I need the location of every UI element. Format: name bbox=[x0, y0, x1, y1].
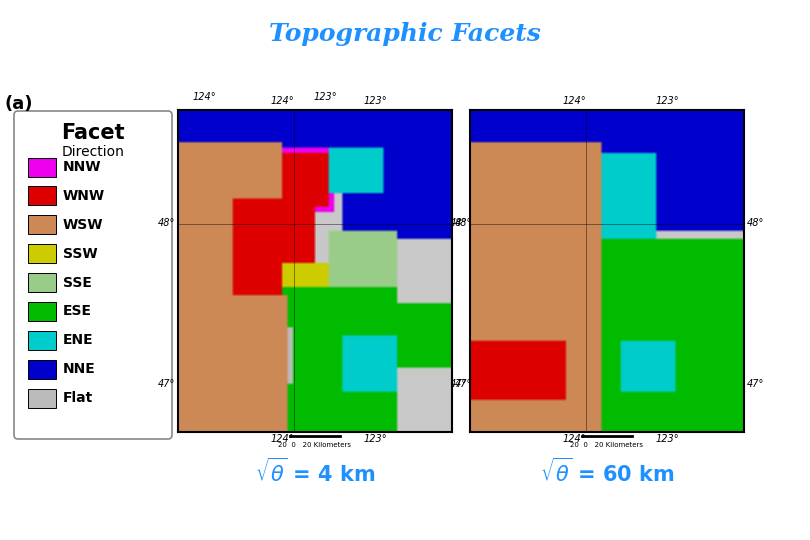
Text: 47°: 47° bbox=[747, 379, 765, 389]
FancyBboxPatch shape bbox=[14, 111, 172, 439]
Bar bbox=[28, 215, 56, 234]
Text: 20  0   20 Kilometers: 20 0 20 Kilometers bbox=[279, 442, 352, 448]
Text: 48°: 48° bbox=[450, 218, 467, 228]
Text: 124°: 124° bbox=[562, 434, 586, 444]
Text: NNE: NNE bbox=[63, 362, 96, 376]
Text: (a): (a) bbox=[4, 95, 32, 113]
Text: 124°: 124° bbox=[562, 96, 586, 106]
Text: 123°: 123° bbox=[655, 434, 679, 444]
Text: Facet: Facet bbox=[62, 123, 125, 143]
Text: Topographic Facets: Topographic Facets bbox=[269, 22, 541, 46]
Bar bbox=[28, 158, 56, 177]
Text: 48°: 48° bbox=[747, 218, 765, 228]
Bar bbox=[28, 302, 56, 321]
Text: 123°: 123° bbox=[313, 92, 337, 102]
Text: ESE: ESE bbox=[63, 305, 92, 319]
Text: $\sqrt{\theta}$ = 4 km: $\sqrt{\theta}$ = 4 km bbox=[255, 458, 375, 486]
Text: 123°: 123° bbox=[364, 96, 387, 106]
Text: SSE: SSE bbox=[63, 275, 92, 289]
Text: NNW: NNW bbox=[63, 160, 101, 174]
Text: 124°: 124° bbox=[271, 434, 294, 444]
Text: 124°: 124° bbox=[271, 96, 294, 106]
Text: 47°: 47° bbox=[450, 379, 467, 389]
Bar bbox=[28, 186, 56, 205]
Text: $\sqrt{\theta}$ = 60 km: $\sqrt{\theta}$ = 60 km bbox=[539, 458, 675, 486]
Bar bbox=[28, 273, 56, 292]
Text: SSW: SSW bbox=[63, 247, 98, 261]
Text: 20  0   20 Kilometers: 20 0 20 Kilometers bbox=[570, 442, 643, 448]
Text: 123°: 123° bbox=[655, 96, 679, 106]
Bar bbox=[28, 244, 56, 263]
Bar bbox=[28, 389, 56, 408]
Text: 124°: 124° bbox=[193, 92, 216, 102]
Text: 123°: 123° bbox=[364, 434, 387, 444]
Text: 48°: 48° bbox=[158, 218, 175, 228]
Text: Flat: Flat bbox=[63, 391, 93, 405]
Text: Direction: Direction bbox=[62, 145, 125, 159]
Text: WNW: WNW bbox=[63, 189, 105, 203]
Text: 47°: 47° bbox=[158, 379, 175, 389]
Text: 48°: 48° bbox=[455, 218, 472, 228]
Text: ENE: ENE bbox=[63, 333, 94, 347]
Bar bbox=[28, 331, 56, 350]
Bar bbox=[28, 360, 56, 379]
Text: 47°: 47° bbox=[455, 379, 472, 389]
Text: WSW: WSW bbox=[63, 218, 104, 232]
